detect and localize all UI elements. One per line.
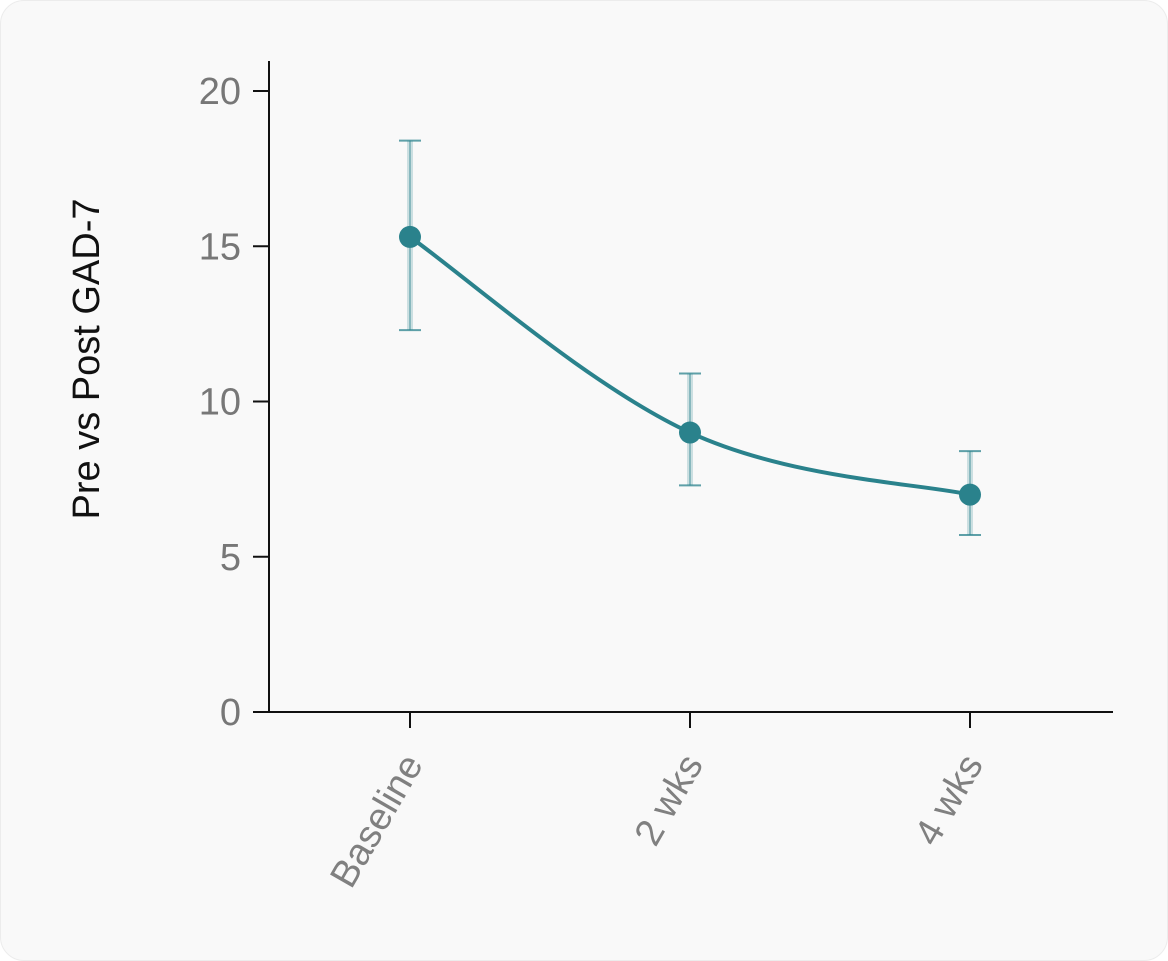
x-axis: Baseline 2 wks 4 wks — [269, 711, 1113, 895]
y-axis: 0 5 10 15 20 — [199, 61, 270, 734]
y-tick-label: 20 — [199, 71, 241, 113]
x-tick-label: 4 wks — [907, 748, 992, 853]
data-point — [959, 483, 981, 506]
x-tick-label: 2 wks — [627, 748, 712, 853]
data-point — [399, 225, 421, 248]
y-axis-title: Pre vs Post GAD-7 — [66, 199, 108, 520]
series-group — [399, 139, 981, 537]
data-point — [679, 421, 701, 444]
y-tick-label: 10 — [199, 382, 241, 424]
x-tick-label: Baseline — [323, 748, 432, 895]
y-tick-label: 0 — [220, 692, 241, 734]
y-tick-label: 5 — [220, 537, 241, 579]
y-tick-label: 15 — [199, 226, 241, 268]
